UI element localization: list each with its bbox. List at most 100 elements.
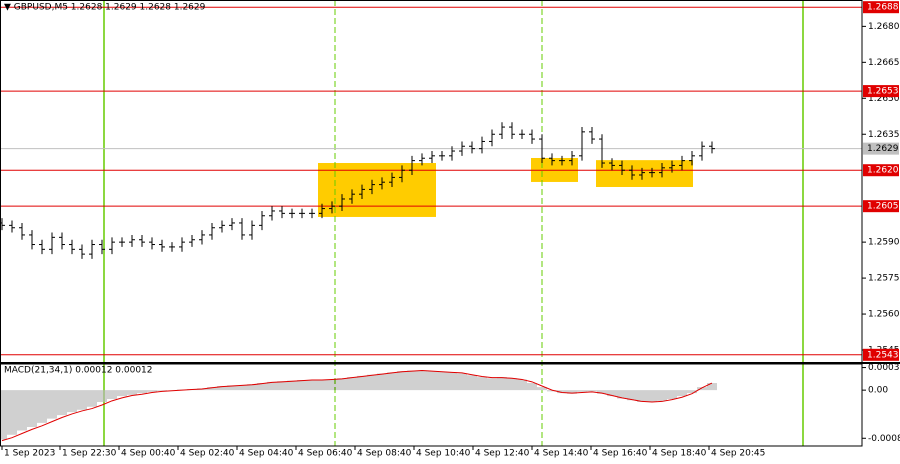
bar xyxy=(119,237,125,247)
level-label: 1.2688 xyxy=(867,3,899,13)
bar xyxy=(609,158,615,171)
bar xyxy=(339,194,345,211)
level-box xyxy=(863,1,899,14)
bar xyxy=(169,242,175,252)
bar xyxy=(19,222,25,240)
x-tick-label: 1 Sep 2023 xyxy=(4,449,55,459)
bar xyxy=(489,129,495,147)
bar xyxy=(669,160,675,173)
current-price-label: 1.2629 xyxy=(867,144,899,154)
x-tick-label: 4 Sep 08:40 xyxy=(357,449,412,459)
bar xyxy=(549,153,555,166)
bar xyxy=(599,134,605,168)
bar xyxy=(59,232,65,250)
bar xyxy=(479,136,485,154)
y-tick-label: 1.2680 xyxy=(868,22,900,32)
bar xyxy=(159,239,165,252)
bar xyxy=(659,163,665,178)
level-label: 1.2620 xyxy=(867,166,899,176)
y-tick-label: 0.00038 xyxy=(868,363,900,373)
zone xyxy=(596,160,693,187)
y-tick-label: 1.2560 xyxy=(868,310,900,320)
bar xyxy=(29,230,35,250)
bar xyxy=(49,232,55,255)
bar xyxy=(709,141,715,154)
level-label: 1.2605 xyxy=(867,202,899,212)
bar xyxy=(369,179,375,195)
bar xyxy=(269,206,275,221)
bar xyxy=(429,151,435,164)
bar xyxy=(69,239,75,255)
signal-line xyxy=(1,370,713,442)
bar xyxy=(209,222,215,240)
bar xyxy=(619,160,625,176)
bar xyxy=(419,153,425,166)
bar xyxy=(649,167,655,178)
y-tick-label: 0.00 xyxy=(868,386,888,396)
x-tick-label: 4 Sep 06:40 xyxy=(298,449,353,459)
level-label: 1.2543 xyxy=(867,350,899,360)
bar xyxy=(89,239,95,259)
bar xyxy=(379,177,385,190)
chart-title: ▼ GBPUSD,M5 1.2628 1.2629 1.2628 1.2629 xyxy=(4,3,206,13)
bar xyxy=(239,218,245,240)
bar xyxy=(39,239,45,255)
bar xyxy=(299,208,305,219)
bar xyxy=(309,208,315,219)
bar xyxy=(229,218,235,231)
y-tick-label: 1.2665 xyxy=(868,58,900,68)
x-tick-label: 4 Sep 04:40 xyxy=(239,449,294,459)
bar xyxy=(139,234,145,247)
x-tick-label: 4 Sep 14:40 xyxy=(534,449,589,459)
current-price-box xyxy=(863,142,899,155)
bar xyxy=(259,210,265,231)
bar xyxy=(319,203,325,219)
bar xyxy=(399,165,405,183)
x-tick-label: 4 Sep 10:40 xyxy=(416,449,471,459)
x-tick-label: 4 Sep 12:40 xyxy=(475,449,530,459)
bar xyxy=(409,155,415,176)
bar xyxy=(519,129,525,140)
bar xyxy=(469,141,475,154)
x-tick-label: 4 Sep 00:40 xyxy=(121,449,176,459)
bar xyxy=(499,122,505,140)
y-tick-label: 1.2590 xyxy=(868,238,900,248)
bar xyxy=(589,127,595,144)
x-tick-label: 4 Sep 20:45 xyxy=(711,449,765,459)
x-tick-label: 4 Sep 16:40 xyxy=(593,449,648,459)
bar xyxy=(629,165,635,180)
bar xyxy=(179,237,185,252)
x-tick-label: 4 Sep 02:40 xyxy=(180,449,235,459)
bar xyxy=(329,201,335,214)
bar xyxy=(189,234,195,247)
bar xyxy=(359,184,365,199)
bar xyxy=(109,237,115,255)
bar xyxy=(539,134,545,164)
level-box xyxy=(863,348,899,361)
x-tick-label: 1 Sep 22:30 xyxy=(62,449,117,459)
x-tick-label: 4 Sep 18:40 xyxy=(652,449,707,459)
level-box xyxy=(863,85,899,98)
macd-title: MACD(21,34,1) 0.00012 0.00012 xyxy=(4,366,153,376)
bar xyxy=(279,206,285,219)
y-tick-label: 1.2635 xyxy=(868,130,900,140)
bar xyxy=(249,220,255,240)
bar xyxy=(389,172,395,187)
bar xyxy=(699,141,705,161)
y-tick-label: 1.2575 xyxy=(868,274,900,284)
bar xyxy=(99,239,105,255)
level-box xyxy=(863,200,899,213)
bar xyxy=(439,151,445,161)
bar xyxy=(129,234,135,247)
bar xyxy=(689,151,695,166)
zone xyxy=(318,163,436,217)
bar xyxy=(579,127,585,161)
y-tick-label: 1.2650 xyxy=(868,94,900,104)
bar xyxy=(199,230,205,245)
bar xyxy=(569,151,575,166)
bar xyxy=(449,146,455,161)
bar xyxy=(219,220,225,233)
bar xyxy=(79,244,85,259)
